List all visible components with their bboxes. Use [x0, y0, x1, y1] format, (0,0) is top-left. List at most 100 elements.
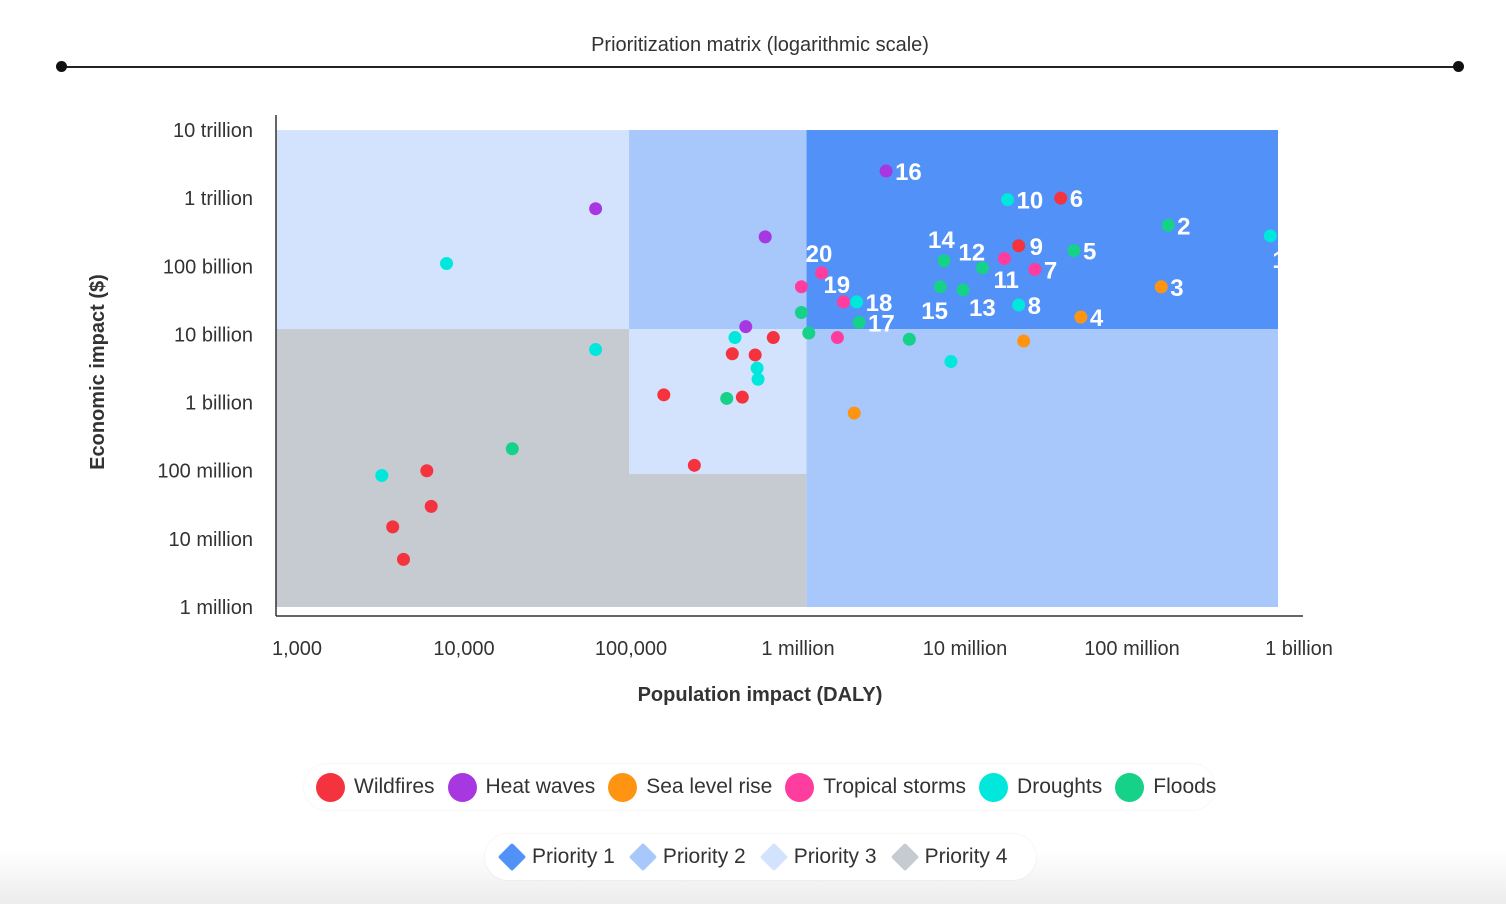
point-floods[interactable] — [1161, 218, 1175, 232]
point-droughts[interactable] — [589, 343, 603, 357]
series-legend: Wildfires Heat waves Sea level rise Tropica… — [304, 764, 1217, 810]
point-droughts[interactable] — [440, 256, 454, 270]
y-tick-label: 10 million — [169, 529, 253, 551]
legend-item-priority-4[interactable]: Priority 4 — [890, 842, 1007, 872]
priority-region-2 — [806, 329, 1278, 607]
point-droughts[interactable] — [751, 372, 765, 386]
point-tropical-storms[interactable] — [815, 266, 829, 280]
point-label: 2 — [1177, 213, 1190, 240]
point-heat-waves[interactable] — [589, 202, 603, 216]
point-label: 5 — [1083, 239, 1096, 266]
point-heat-waves[interactable] — [879, 164, 893, 178]
point-droughts[interactable] — [1263, 229, 1277, 243]
title-rule — [61, 66, 1459, 68]
point-floods[interactable] — [794, 305, 808, 319]
legend-item-droughts[interactable]: Droughts — [979, 772, 1102, 802]
y-tick-label: 10 trillion — [173, 120, 253, 142]
scatter-chart: 1,000 10,000 100,000 1 million 10 million 100… — [87, 115, 1333, 706]
point-sea-level-rise[interactable] — [1074, 310, 1088, 324]
point-heat-waves[interactable] — [758, 230, 772, 244]
point-wildfires[interactable] — [748, 348, 762, 362]
point-floods[interactable] — [852, 315, 866, 329]
point-droughts[interactable] — [944, 355, 958, 369]
legend-item-floods[interactable]: Floods — [1115, 772, 1217, 802]
point-tropical-storms[interactable] — [794, 280, 808, 294]
point-label: 18 — [866, 290, 893, 317]
legend-circle-icon — [447, 772, 477, 802]
point-droughts[interactable] — [728, 331, 742, 345]
point-wildfires[interactable] — [735, 390, 749, 404]
point-floods[interactable] — [505, 442, 519, 456]
point-floods[interactable] — [933, 280, 947, 294]
point-wildfires[interactable] — [420, 464, 434, 478]
point-floods[interactable] — [902, 332, 916, 346]
priority-legend: Priority 1 Priority 2 Priority 3 Priority 4 — [485, 834, 1036, 880]
point-floods[interactable] — [720, 391, 734, 405]
legend-item-wildfires[interactable]: Wildfires — [316, 772, 435, 802]
legend-item-heat-waves[interactable]: Heat waves — [447, 772, 596, 802]
legend-item-priority-3[interactable]: Priority 3 — [759, 842, 877, 872]
point-label: 9 — [1030, 234, 1043, 261]
x-axis-title: Population impact (DALY) — [638, 684, 883, 706]
legend-item-tropical-storms[interactable]: Tropical storms — [785, 772, 967, 802]
point-wildfires[interactable] — [1054, 191, 1068, 205]
point-tropical-storms[interactable] — [836, 295, 850, 309]
priority-region-1 — [806, 130, 1278, 330]
point-floods[interactable] — [1067, 244, 1081, 258]
point-label: 13 — [969, 295, 996, 322]
legend-label: Priority 3 — [793, 845, 877, 868]
point-tropical-storms[interactable] — [1028, 262, 1042, 276]
title-rule-left-dot — [56, 61, 67, 72]
axes: 1,000 10,000 100,000 1 million 10 million 100… — [157, 115, 1333, 660]
point-wildfires[interactable] — [1012, 239, 1026, 253]
legend-item-priority-1[interactable]: Priority 1 — [497, 842, 615, 872]
point-droughts[interactable] — [850, 295, 864, 309]
priority-regions — [276, 130, 1278, 607]
point-droughts[interactable] — [750, 361, 764, 375]
legend-item-priority-2[interactable]: Priority 2 — [628, 842, 746, 872]
point-sea-level-rise[interactable] — [1154, 280, 1168, 294]
point-droughts[interactable] — [375, 469, 389, 483]
legend-circle-icon — [316, 772, 345, 802]
point-floods[interactable] — [937, 254, 951, 268]
legend-label: Sea level rise — [646, 775, 773, 798]
point-wildfires[interactable] — [386, 520, 400, 534]
point-wildfires[interactable] — [766, 331, 780, 345]
point-wildfires[interactable] — [725, 347, 739, 361]
point-floods[interactable] — [802, 326, 816, 340]
legend-diamond-icon — [497, 842, 527, 872]
point-label: 16 — [895, 159, 922, 186]
point-label: 6 — [1070, 186, 1083, 213]
legend-label: Priority 1 — [532, 845, 615, 868]
point-tropical-storms[interactable] — [997, 252, 1011, 266]
point-wildfires[interactable] — [657, 388, 671, 402]
y-tick-label: 1 billion — [185, 393, 253, 415]
title-rule-right-dot — [1453, 61, 1464, 72]
point-floods[interactable] — [956, 283, 970, 297]
priority-region-3 — [629, 130, 807, 330]
point-heat-waves[interactable] — [739, 320, 753, 334]
legend-label: Tropical storms — [823, 775, 967, 798]
legend-label: Heat waves — [485, 775, 596, 798]
y-tick-label: 1 million — [180, 597, 253, 619]
chart-title: Prioritization matrix (logarithmic scale… — [591, 34, 929, 56]
point-wildfires[interactable] — [687, 458, 701, 472]
x-tick-label: 100 million — [1084, 638, 1180, 660]
point-label: 11 — [993, 267, 1018, 294]
priority-region-5 — [629, 329, 807, 474]
point-floods[interactable] — [975, 261, 989, 275]
point-sea-level-rise[interactable] — [1017, 334, 1031, 348]
point-droughts[interactable] — [1012, 298, 1026, 312]
priority-region-7 — [629, 473, 807, 607]
legend-item-sea-level-rise[interactable]: Sea level rise — [608, 772, 773, 802]
point-label: 10 — [1016, 188, 1043, 215]
point-wildfires[interactable] — [396, 552, 410, 566]
point-droughts[interactable] — [1000, 193, 1014, 207]
point-label: 8 — [1028, 293, 1041, 320]
legend-label: Floods — [1153, 775, 1217, 798]
point-wildfires[interactable] — [424, 499, 438, 513]
point-sea-level-rise[interactable] — [847, 406, 861, 420]
legend-circle-icon — [1115, 772, 1145, 802]
point-tropical-storms[interactable] — [830, 331, 844, 345]
x-tick-label: 1,000 — [272, 638, 322, 660]
